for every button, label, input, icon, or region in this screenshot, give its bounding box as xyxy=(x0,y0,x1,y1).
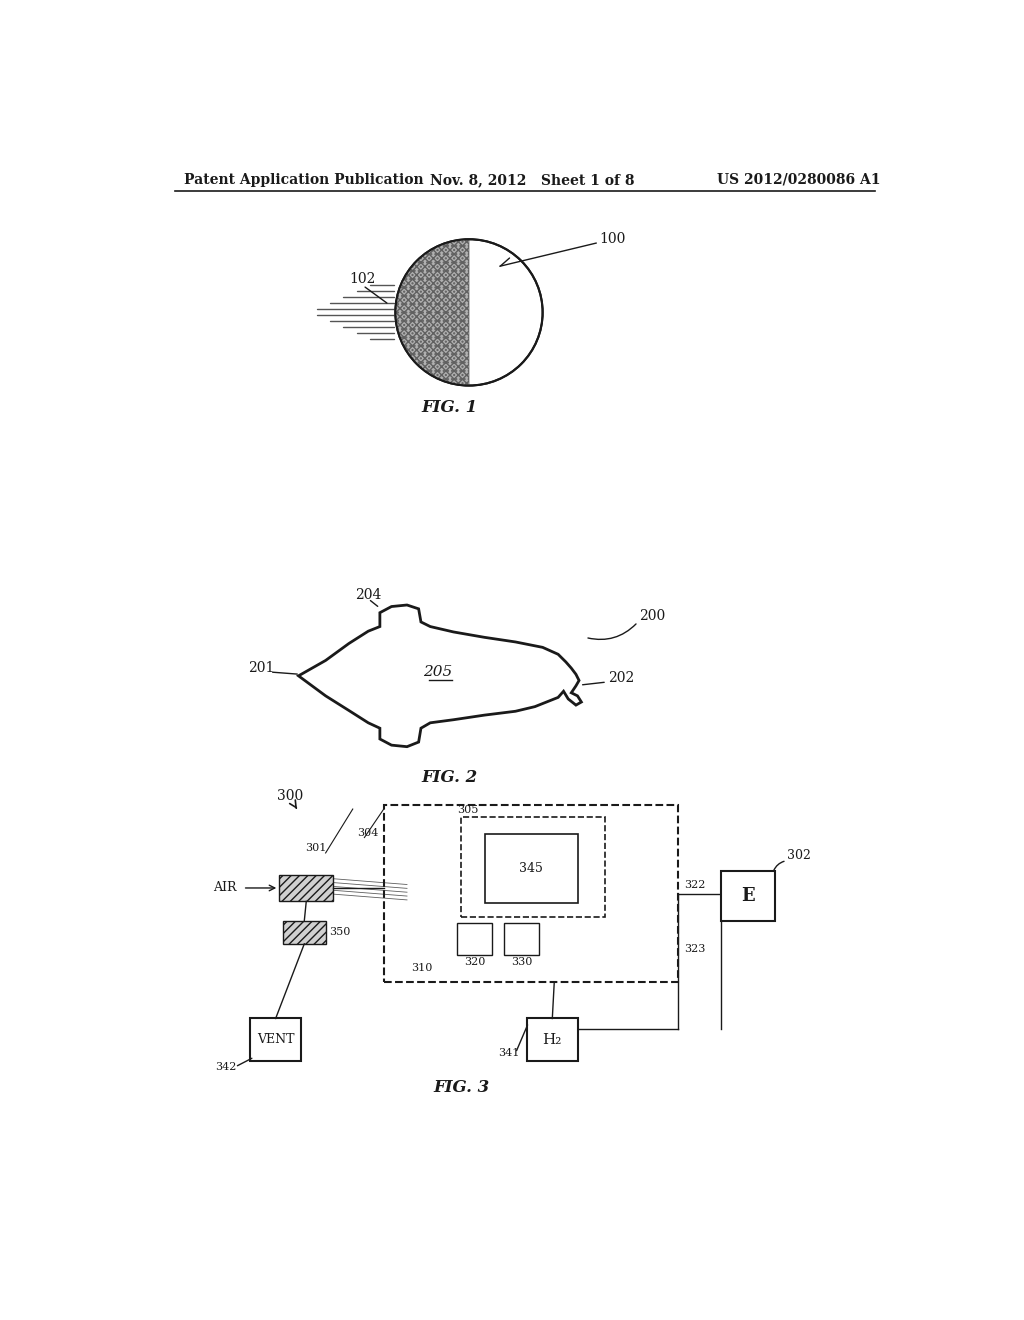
Text: US 2012/0280086 A1: US 2012/0280086 A1 xyxy=(717,173,881,187)
Text: E: E xyxy=(741,887,755,904)
Text: VENT: VENT xyxy=(257,1034,294,1047)
Text: 341: 341 xyxy=(498,1048,519,1059)
Text: Nov. 8, 2012   Sheet 1 of 8: Nov. 8, 2012 Sheet 1 of 8 xyxy=(430,173,635,187)
Text: 323: 323 xyxy=(684,944,706,953)
Text: AIR: AIR xyxy=(213,882,237,895)
Text: 350: 350 xyxy=(330,927,351,937)
FancyBboxPatch shape xyxy=(527,1019,578,1061)
Text: 202: 202 xyxy=(608,671,635,685)
Polygon shape xyxy=(299,605,582,747)
Text: 300: 300 xyxy=(276,789,303,803)
Text: 310: 310 xyxy=(411,962,432,973)
Text: 200: 200 xyxy=(640,610,666,623)
Text: 302: 302 xyxy=(786,849,811,862)
Text: FIG. 1: FIG. 1 xyxy=(422,400,478,417)
Text: 304: 304 xyxy=(356,828,378,838)
Text: 301: 301 xyxy=(305,843,326,854)
FancyBboxPatch shape xyxy=(280,875,334,902)
Circle shape xyxy=(395,239,543,385)
Text: 342: 342 xyxy=(216,1063,237,1072)
Text: FIG. 2: FIG. 2 xyxy=(422,770,478,787)
FancyBboxPatch shape xyxy=(384,805,678,982)
Text: FIG. 3: FIG. 3 xyxy=(433,1078,489,1096)
FancyBboxPatch shape xyxy=(251,1019,301,1061)
FancyBboxPatch shape xyxy=(283,921,326,944)
FancyBboxPatch shape xyxy=(458,923,493,956)
FancyBboxPatch shape xyxy=(504,923,539,956)
FancyBboxPatch shape xyxy=(721,871,775,921)
Text: 320: 320 xyxy=(464,957,485,968)
Text: 345: 345 xyxy=(519,862,543,875)
Polygon shape xyxy=(395,239,469,385)
FancyBboxPatch shape xyxy=(461,817,604,917)
Text: 102: 102 xyxy=(349,272,375,286)
Text: 205: 205 xyxy=(423,665,453,678)
Text: 322: 322 xyxy=(684,879,706,890)
Text: Patent Application Publication: Patent Application Publication xyxy=(183,173,424,187)
Text: 100: 100 xyxy=(599,232,626,246)
FancyBboxPatch shape xyxy=(484,834,578,903)
Text: 330: 330 xyxy=(511,957,532,968)
Text: 305: 305 xyxy=(458,805,479,814)
Text: 204: 204 xyxy=(355,587,382,602)
Text: 201: 201 xyxy=(248,661,274,675)
Text: H₂: H₂ xyxy=(543,1032,562,1047)
